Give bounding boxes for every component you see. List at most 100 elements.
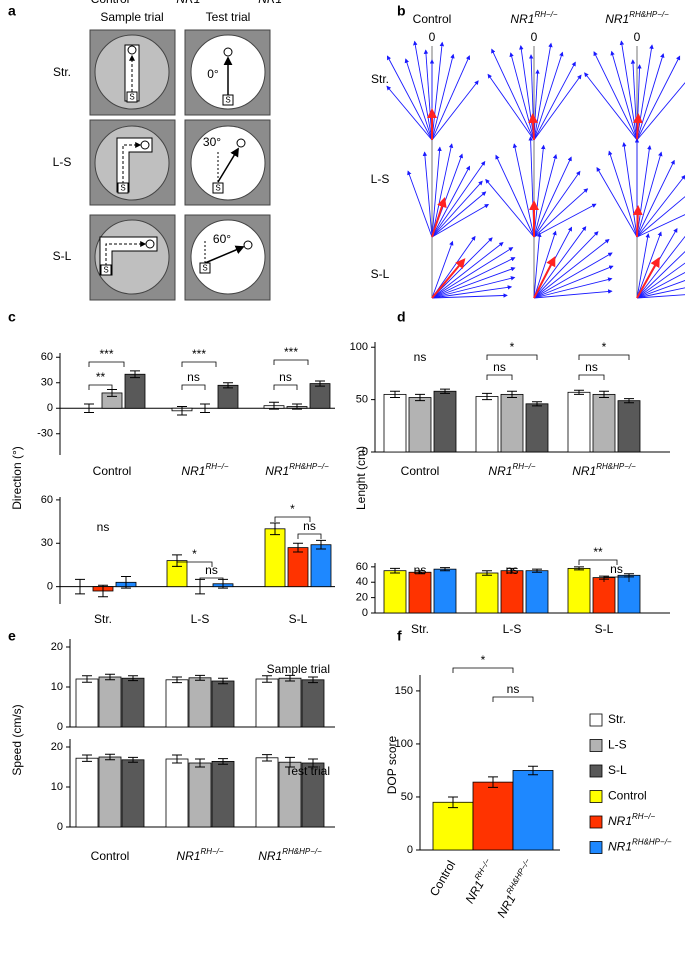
bar xyxy=(525,403,549,453)
bar xyxy=(264,528,286,588)
y-tick-label: 20 xyxy=(51,741,63,753)
significance-bracket xyxy=(176,561,213,567)
error-bar xyxy=(98,584,108,598)
significance-bracket xyxy=(486,374,513,380)
x-tick-label: NR1RH−/− xyxy=(461,857,499,906)
error-bar xyxy=(177,406,187,416)
error-bar xyxy=(285,674,295,682)
bar xyxy=(278,677,302,728)
vector xyxy=(386,55,433,141)
y-tick-label: 50 xyxy=(401,791,413,803)
bar xyxy=(124,373,146,409)
error-bar xyxy=(528,765,538,776)
bar xyxy=(217,384,239,409)
bar xyxy=(592,393,616,453)
legend-label: Control xyxy=(608,789,647,803)
x-tick-label: Control xyxy=(91,849,130,863)
x-tick-label: Control xyxy=(91,0,130,6)
vector xyxy=(636,231,662,299)
vector xyxy=(636,251,685,299)
vector xyxy=(431,235,476,299)
bar xyxy=(525,570,549,614)
x-tick-label: NR1RH&HP−/− xyxy=(258,847,322,863)
vector xyxy=(636,145,652,238)
error-bar xyxy=(482,570,492,576)
bar xyxy=(165,679,189,728)
y-tick-label: 60 xyxy=(356,561,368,573)
x-tick-label: L-S xyxy=(191,612,210,626)
error-bar xyxy=(532,568,542,573)
y-tick-label: 0 xyxy=(47,581,53,593)
vector xyxy=(636,174,685,238)
error-bar xyxy=(172,676,182,684)
error-bar xyxy=(624,398,634,404)
vector xyxy=(584,72,638,141)
legend-swatch xyxy=(589,815,603,829)
bar xyxy=(211,680,235,728)
vector xyxy=(636,53,665,141)
mean-vector xyxy=(431,197,447,238)
vector xyxy=(431,276,516,299)
goal xyxy=(223,47,233,57)
significance-bracket xyxy=(88,361,125,367)
start-label: S xyxy=(215,184,220,193)
y-tick-label: 150 xyxy=(395,685,413,697)
bar xyxy=(567,567,591,614)
legend-label: NR1RH−/− xyxy=(608,812,655,828)
vector xyxy=(431,53,455,141)
vector xyxy=(431,80,479,141)
vector xyxy=(610,50,638,141)
y-axis-label: Lenght (cm) xyxy=(354,446,368,510)
arena xyxy=(94,125,170,201)
error-bar xyxy=(269,401,279,410)
vector xyxy=(622,142,638,238)
path xyxy=(122,142,142,184)
error-bar xyxy=(415,570,425,575)
vector xyxy=(533,42,553,141)
error-bar xyxy=(84,403,94,413)
x-tick-label: Control xyxy=(401,464,440,478)
panel-label: c xyxy=(8,309,16,325)
y-axis-label: Direction (°) xyxy=(10,446,24,509)
arena xyxy=(190,219,266,295)
vector xyxy=(431,247,514,299)
significance-label: ** xyxy=(96,370,106,384)
bar xyxy=(475,572,499,614)
vector xyxy=(431,204,490,238)
vector xyxy=(431,191,487,238)
bar xyxy=(617,400,641,453)
vector xyxy=(533,231,599,299)
legend-label: NR1RH&HP−/− xyxy=(608,838,672,854)
vector xyxy=(431,237,493,299)
significance-label: * xyxy=(481,653,486,667)
row-label: Str. xyxy=(371,72,389,86)
vector xyxy=(431,257,516,299)
vector xyxy=(386,85,433,141)
goal xyxy=(236,138,246,148)
vector xyxy=(404,58,433,141)
error-bar xyxy=(488,776,498,788)
error-bar xyxy=(315,380,325,387)
significance-bracket xyxy=(578,354,630,360)
path xyxy=(105,241,147,266)
panel-label: d xyxy=(397,309,406,325)
y-tick-label: 50 xyxy=(356,394,368,406)
row-label: S-L xyxy=(371,267,390,281)
vector xyxy=(431,285,513,299)
vector xyxy=(596,166,638,238)
x-tick-label: S-L xyxy=(595,622,614,636)
y-tick-label: 0 xyxy=(362,446,368,458)
vector xyxy=(533,203,597,238)
y-tick-label: 20 xyxy=(51,641,63,653)
vector xyxy=(431,293,508,299)
x-tick-label: S-L xyxy=(289,612,308,626)
bar xyxy=(433,568,457,614)
arena xyxy=(190,125,266,201)
x-tick-label: NR1RH&HP−/− xyxy=(265,462,329,478)
error-bar xyxy=(82,754,92,762)
vector xyxy=(636,82,685,141)
path xyxy=(204,245,245,264)
bar xyxy=(255,678,279,728)
path xyxy=(217,147,239,183)
bar xyxy=(512,770,554,851)
